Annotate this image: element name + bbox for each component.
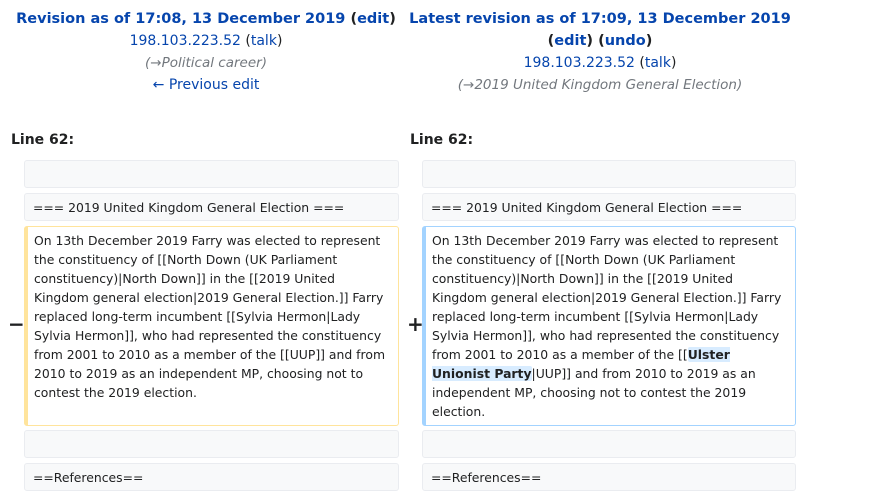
old-context-heading: === 2019 United Kingdom General Election… [24,193,399,221]
old-revision-user: 198.103.223.52 (talk) [129,33,283,49]
old-talk-link[interactable]: talk [250,33,277,49]
old-context-blank-2 [24,430,399,458]
added-text-before: On 13th December 2019 Farry was elected … [432,233,782,362]
new-talk-link[interactable]: talk [644,55,671,71]
old-user-link[interactable]: 198.103.223.52 [129,33,241,49]
previous-edit-link[interactable]: ← Previous edit [152,77,260,93]
new-revision-actions: (edit) (undo) [547,33,653,49]
added-line-marker: + [407,312,424,336]
new-edit-summary: (→2019 United Kingdom General Election) [457,77,743,93]
new-context-blank-2 [422,430,796,458]
deleted-line-marker: − [8,312,25,336]
added-text-after: |UUP]] and from 2010 to 2019 as an indep… [432,366,756,419]
new-revision-header: Latest revision as of 17:09, 13 December… [408,8,792,96]
old-context-references: ==References== [24,463,399,491]
new-line-number: Line 62: [410,132,474,148]
new-edit-link[interactable]: edit [554,33,587,49]
old-edit-summary: (→Political career) [145,55,267,71]
new-revision-user: 198.103.223.52 (talk) [523,55,677,71]
deleted-line: On 13th December 2019 Farry was elected … [24,226,399,426]
new-summary-arrow-link[interactable]: → [463,77,475,93]
old-revision-header: Revision as of 17:08, 13 December 2019 (… [10,8,402,96]
new-user-link[interactable]: 198.103.223.52 [523,55,635,71]
undo-link[interactable]: undo [604,33,646,49]
old-summary-arrow-link[interactable]: → [150,55,162,71]
old-summary-section: Political career [161,55,262,71]
old-line-number: Line 62: [11,132,75,148]
new-summary-section: 2019 United Kingdom General Election [474,77,737,93]
old-edit-link[interactable]: edit [357,11,390,27]
old-revision-link[interactable]: Revision as of 17:08, 13 December 2019 [16,11,346,27]
old-revision-title: Revision as of 17:08, 13 December 2019 (… [16,11,396,27]
new-revision-title: Latest revision as of 17:09, 13 December… [408,8,792,30]
new-context-heading: === 2019 United Kingdom General Election… [422,193,796,221]
new-context-blank [422,160,796,188]
added-line: On 13th December 2019 Farry was elected … [422,226,796,426]
new-context-references: ==References== [422,463,796,491]
old-context-blank [24,160,399,188]
new-revision-link[interactable]: Latest revision as of 17:09, 13 December… [409,11,791,27]
